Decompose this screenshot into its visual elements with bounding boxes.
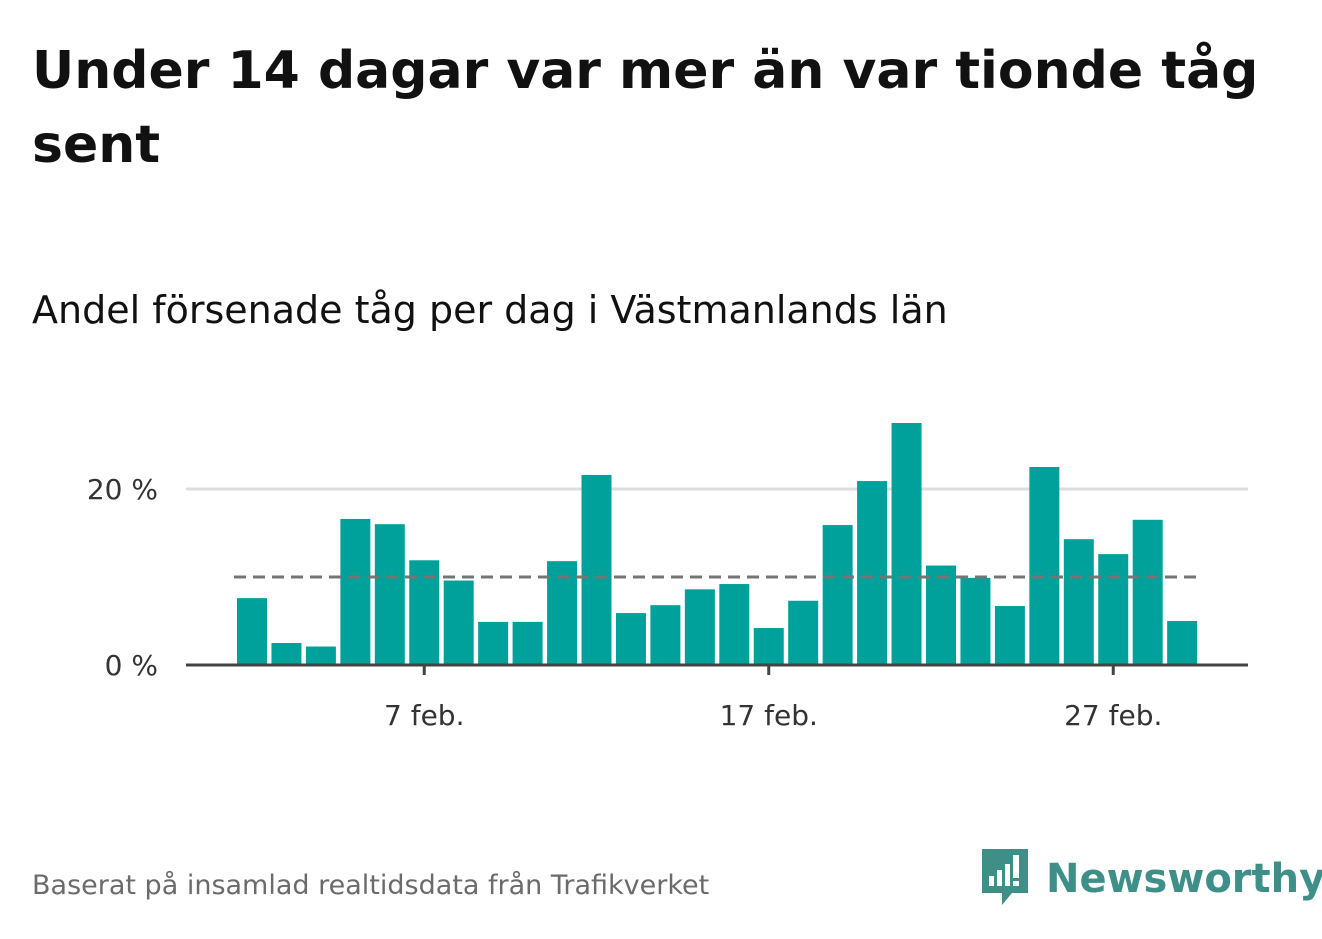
bar	[684, 589, 715, 665]
bar	[1132, 519, 1163, 665]
x-tick-label: 17 feb.	[720, 699, 818, 732]
x-tick-label: 27 feb.	[1064, 699, 1162, 732]
bar-chart: 0 % 20 % 7 feb. 17 feb. 27 feb.	[87, 423, 1248, 732]
bar	[443, 580, 474, 665]
bar	[822, 525, 853, 665]
bar	[926, 565, 956, 665]
bar	[1063, 539, 1094, 665]
bar	[960, 577, 991, 665]
bar	[478, 621, 509, 665]
bar	[512, 621, 543, 665]
source-note: Baserat på insamlad realtidsdata från Tr…	[32, 870, 710, 901]
y-tick-label: 20 %	[87, 473, 158, 506]
bar	[237, 598, 267, 665]
bar	[271, 643, 302, 665]
bar	[340, 518, 371, 665]
bar	[581, 474, 612, 665]
bar	[891, 423, 922, 665]
bar	[615, 613, 646, 665]
y-tick-label: 0 %	[105, 649, 158, 682]
bar	[857, 481, 888, 665]
bar	[1167, 621, 1198, 665]
brand-name: Newsworthy	[1046, 856, 1322, 902]
bar	[788, 600, 819, 665]
x-tick-label: 7 feb.	[384, 699, 464, 732]
chart-subtitle: Andel försenade tåg per dag i Västmanlan…	[32, 288, 948, 332]
bar	[374, 524, 405, 665]
bar	[1029, 467, 1060, 665]
bar	[1098, 554, 1129, 665]
bar-chart-badge-icon	[980, 847, 1030, 911]
chart-title: Under 14 dagar var mer än var tionde tåg…	[32, 41, 1259, 175]
bars	[237, 423, 1198, 665]
bar	[719, 584, 750, 665]
bar	[305, 646, 336, 665]
bar	[650, 605, 681, 665]
bar	[753, 628, 784, 665]
brand-logo: Newsworthy	[980, 849, 1322, 909]
axes: 0 % 20 % 7 feb. 17 feb. 27 feb.	[87, 473, 1248, 732]
bar	[994, 606, 1025, 665]
